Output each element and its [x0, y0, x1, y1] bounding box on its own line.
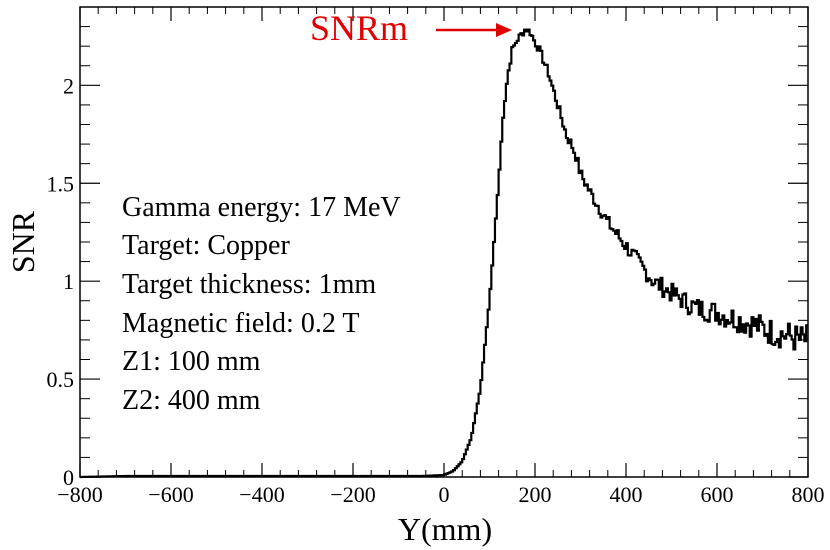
x-tick-label: 0 [439, 482, 450, 507]
x-tick-label: −200 [330, 482, 375, 507]
y-tick-label: 2 [63, 73, 74, 98]
annotation-target-thickness: Target thickness: 1mm [122, 269, 376, 300]
x-tick-label: 600 [701, 482, 734, 507]
annotation-magnetic-field: Magnetic field: 0.2 T [122, 308, 359, 339]
y-tick-label: 1 [63, 269, 74, 294]
y-tick-label: 1.5 [47, 171, 75, 196]
tick-labels-group: −800 −600 −400 −200 0 200 400 600 800 0 0.5 1 1.5 2 [47, 73, 825, 507]
peak-arrow-head [496, 23, 512, 37]
annotation-gamma-energy: Gamma energy: 17 MeV [122, 192, 401, 223]
y-tick-label: 0 [63, 465, 74, 490]
x-axis-title: Y(mm) [398, 511, 492, 547]
y-tick-label: 0.5 [47, 367, 75, 392]
x-tick-label: −600 [148, 482, 193, 507]
x-tick-label: −400 [239, 482, 284, 507]
x-tick-label: 800 [792, 482, 825, 507]
peak-annotation: SNRm [310, 8, 512, 48]
x-tick-label: 200 [519, 482, 552, 507]
peak-label: SNRm [310, 8, 408, 48]
annotation-target: Target: Copper [122, 230, 290, 261]
snr-series-line [80, 28, 808, 479]
x-tick-label: −800 [57, 482, 102, 507]
y-axis-title: SNR [5, 210, 41, 273]
x-tick-label: 400 [610, 482, 643, 507]
annotation-z2: Z2: 400 mm [122, 385, 261, 416]
annotation-block: Gamma energy: 17 MeV Target: Copper Targ… [122, 192, 401, 416]
annotation-z1: Z1: 100 mm [122, 346, 261, 377]
